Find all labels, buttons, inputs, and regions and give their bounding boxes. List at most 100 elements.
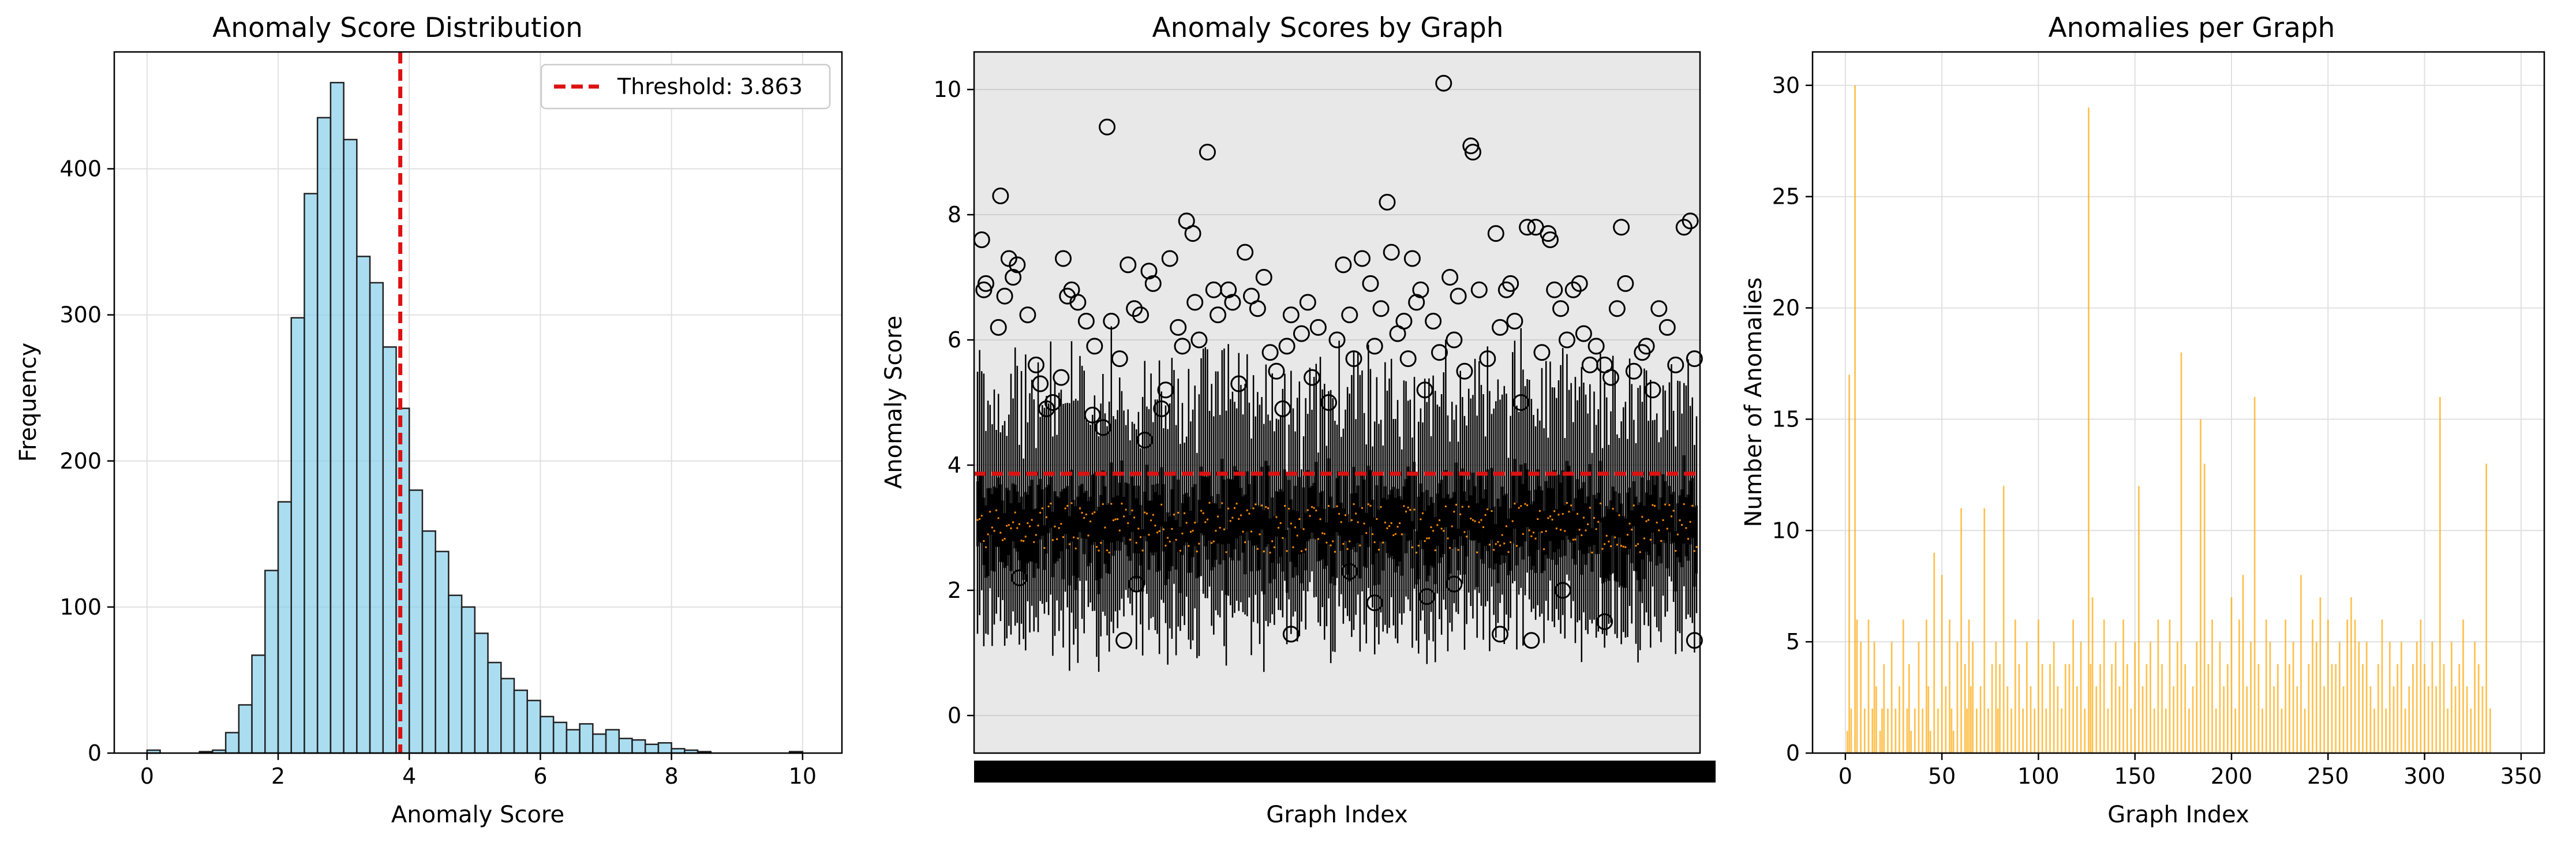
anomaly-count-y-ticks: 0 5 10 15 20 25 30 <box>1772 73 1813 766</box>
anomaly-bar <box>2238 619 2240 753</box>
box-body <box>1091 474 1094 545</box>
outlier-point <box>1009 256 1026 274</box>
outlier-point <box>1512 394 1530 411</box>
box-median <box>1323 533 1326 535</box>
box-body <box>1440 480 1443 557</box>
outlier-point <box>977 275 994 292</box>
box-body <box>1576 479 1579 536</box>
box-median <box>1135 542 1137 544</box>
anomaly-bar <box>2114 642 2117 753</box>
box-body <box>1342 508 1345 566</box>
box-body <box>1047 484 1050 533</box>
histogram-bar <box>618 738 633 754</box>
anomaly-bar <box>2165 708 2167 753</box>
box-body <box>1545 481 1548 555</box>
box-body <box>978 472 981 542</box>
box-median <box>1511 520 1514 522</box>
anomaly-bar <box>1902 619 1904 753</box>
outlier-point <box>1506 312 1523 330</box>
box-median <box>1219 526 1221 529</box>
box-body <box>1616 512 1619 582</box>
box-body <box>1323 508 1326 569</box>
outlier-point <box>1435 74 1452 92</box>
box-body <box>1442 498 1445 555</box>
box-body <box>1639 502 1642 592</box>
box-median <box>1572 538 1574 541</box>
box-body <box>1246 471 1249 532</box>
anomaly-bar <box>1850 708 1852 753</box>
box-median <box>1654 505 1656 507</box>
box-body <box>1432 503 1435 568</box>
anomaly-bar <box>2342 686 2345 753</box>
outlier-point <box>1144 275 1162 292</box>
box-median <box>1557 514 1560 516</box>
box-body <box>1436 493 1439 546</box>
anomaly-bar <box>2454 686 2457 753</box>
anomaly-bar <box>1949 619 1950 753</box>
box-median <box>1079 507 1081 510</box>
box-body <box>1158 495 1161 571</box>
box-median <box>1298 518 1301 521</box>
box-median <box>1691 504 1694 507</box>
outlier-point <box>1519 219 1536 236</box>
box-median <box>1077 537 1079 540</box>
outlier-point <box>1341 563 1358 580</box>
box-median <box>1330 544 1332 546</box>
anomaly-bar <box>2377 664 2379 753</box>
box-body <box>1503 495 1506 563</box>
box-median <box>1145 512 1148 515</box>
box-body <box>1095 511 1098 581</box>
box-median <box>1294 526 1297 529</box>
box-body <box>1580 488 1583 575</box>
histogram-bar <box>395 407 410 754</box>
anomaly-bar <box>1999 664 2001 753</box>
box-median <box>1165 544 1167 546</box>
box-median <box>1094 511 1096 514</box>
outlier-point <box>1479 350 1496 368</box>
box-body <box>1039 478 1042 540</box>
anomaly-bar <box>2061 708 2062 753</box>
box-median <box>1501 534 1503 536</box>
box-median <box>1497 541 1499 543</box>
box-median <box>1635 545 1637 547</box>
anomaly-bar <box>2126 664 2128 753</box>
box-body <box>997 477 1000 547</box>
histogram-bar <box>421 530 436 754</box>
box-median <box>1332 540 1334 542</box>
box-median <box>1296 534 1298 537</box>
anomaly-bar <box>2358 642 2360 753</box>
anomaly-bar <box>2234 708 2237 753</box>
box-body <box>1680 489 1683 567</box>
outlier-point <box>1456 362 1473 380</box>
box-median <box>1196 551 1198 553</box>
box-median <box>1288 508 1290 510</box>
box-body <box>1599 461 1602 523</box>
anomaly-count-x-ticks: 0 50 100 150 200 250 300 350 <box>1839 753 2542 789</box>
box-median <box>1125 508 1127 511</box>
box-median <box>1118 529 1121 531</box>
anomaly-bar <box>2439 396 2441 753</box>
box-median <box>1326 541 1328 544</box>
box-median <box>1282 537 1284 539</box>
box-body <box>1691 478 1694 538</box>
box-median <box>1051 539 1054 541</box>
box-body <box>1014 485 1017 549</box>
box-median <box>1238 518 1240 520</box>
anomaly-bar <box>2242 575 2244 753</box>
anomaly-bar <box>1950 708 1953 753</box>
histogram-bar <box>487 661 502 754</box>
box-median <box>1112 519 1114 522</box>
box-body <box>1197 500 1200 577</box>
box-median <box>1129 538 1131 541</box>
box-median <box>984 546 987 548</box>
histogram-y-ticks: 0 100 200 300 400 <box>59 156 114 766</box>
box-body <box>1344 476 1347 541</box>
box-median <box>1685 527 1687 529</box>
anomaly-bar <box>2184 664 2186 753</box>
box-median <box>1054 525 1056 527</box>
anomaly-bar <box>2292 642 2294 753</box>
box-median <box>1087 534 1089 537</box>
box-median <box>1150 519 1152 522</box>
anomaly-bar <box>2262 708 2263 753</box>
box-body <box>1212 503 1215 567</box>
